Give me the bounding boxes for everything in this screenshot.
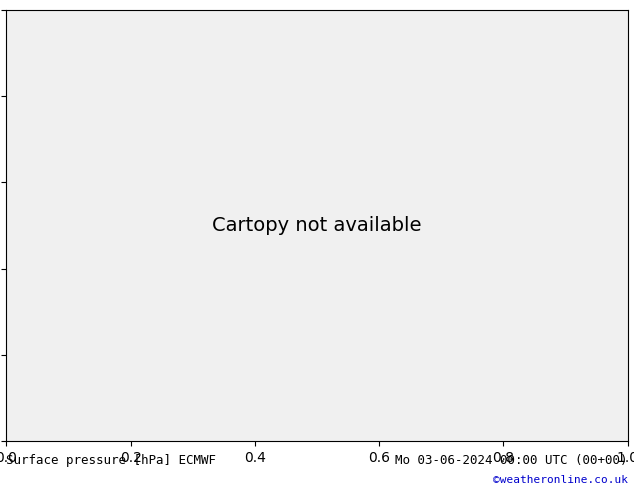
Text: Mo 03-06-2024 00:00 UTC (00+00): Mo 03-06-2024 00:00 UTC (00+00) bbox=[395, 454, 628, 467]
Text: Cartopy not available: Cartopy not available bbox=[212, 216, 422, 235]
Text: ©weatheronline.co.uk: ©weatheronline.co.uk bbox=[493, 475, 628, 485]
Text: Surface pressure [hPa] ECMWF: Surface pressure [hPa] ECMWF bbox=[6, 454, 216, 467]
